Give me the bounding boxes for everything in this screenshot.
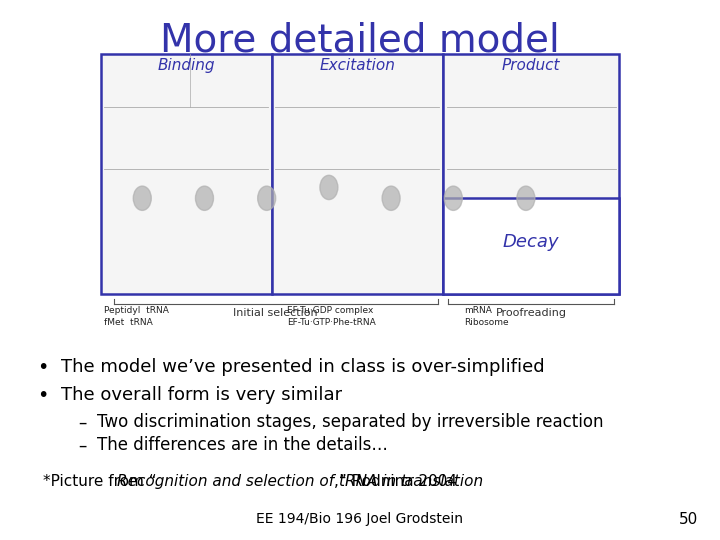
Ellipse shape [444,186,462,211]
Text: mRNA: mRNA [464,306,492,315]
Ellipse shape [196,186,214,211]
Text: *Picture from “: *Picture from “ [43,474,157,489]
Text: Product: Product [502,58,560,73]
Text: The differences are in the details…: The differences are in the details… [97,436,388,455]
Text: More detailed model: More detailed model [160,22,560,59]
Text: Recognition and selection of tRNA in translation: Recognition and selection of tRNA in tra… [117,474,483,489]
FancyBboxPatch shape [101,54,272,294]
Text: The overall form is very similar: The overall form is very similar [61,386,342,404]
Text: 50: 50 [679,511,698,526]
Text: EE 194/Bio 196 Joel Grodstein: EE 194/Bio 196 Joel Grodstein [256,512,464,526]
Text: Binding: Binding [158,58,215,73]
Text: Initial selection: Initial selection [233,308,318,319]
Text: Peptidyl  tRNA: Peptidyl tRNA [104,306,169,315]
Ellipse shape [382,186,400,211]
Text: Proofreading: Proofreading [495,308,567,319]
Text: Excitation: Excitation [320,58,395,73]
Ellipse shape [320,176,338,200]
Text: •: • [37,357,49,377]
Text: The model we’ve presented in class is over-simplified: The model we’ve presented in class is ov… [61,358,545,376]
Text: Two discrimination stages, separated by irreversible reaction: Two discrimination stages, separated by … [97,413,603,431]
Text: •: • [37,386,49,405]
Text: EF-Tu·GDP complex: EF-Tu·GDP complex [287,306,374,315]
Text: fMet  tRNA: fMet tRNA [104,318,153,327]
Ellipse shape [133,186,151,211]
Ellipse shape [517,186,535,211]
Text: Decay: Decay [503,233,559,251]
Text: EF-Tu·GTP·Phe-tRNA: EF-Tu·GTP·Phe-tRNA [287,318,376,327]
FancyBboxPatch shape [272,54,443,294]
FancyBboxPatch shape [443,198,619,294]
FancyBboxPatch shape [443,54,619,294]
Text: Ribosome: Ribosome [464,318,508,327]
Ellipse shape [258,186,276,211]
Text: –: – [78,413,87,431]
Text: –: – [78,436,87,455]
Text: ,” Rodnina 2004: ,” Rodnina 2004 [334,474,457,489]
